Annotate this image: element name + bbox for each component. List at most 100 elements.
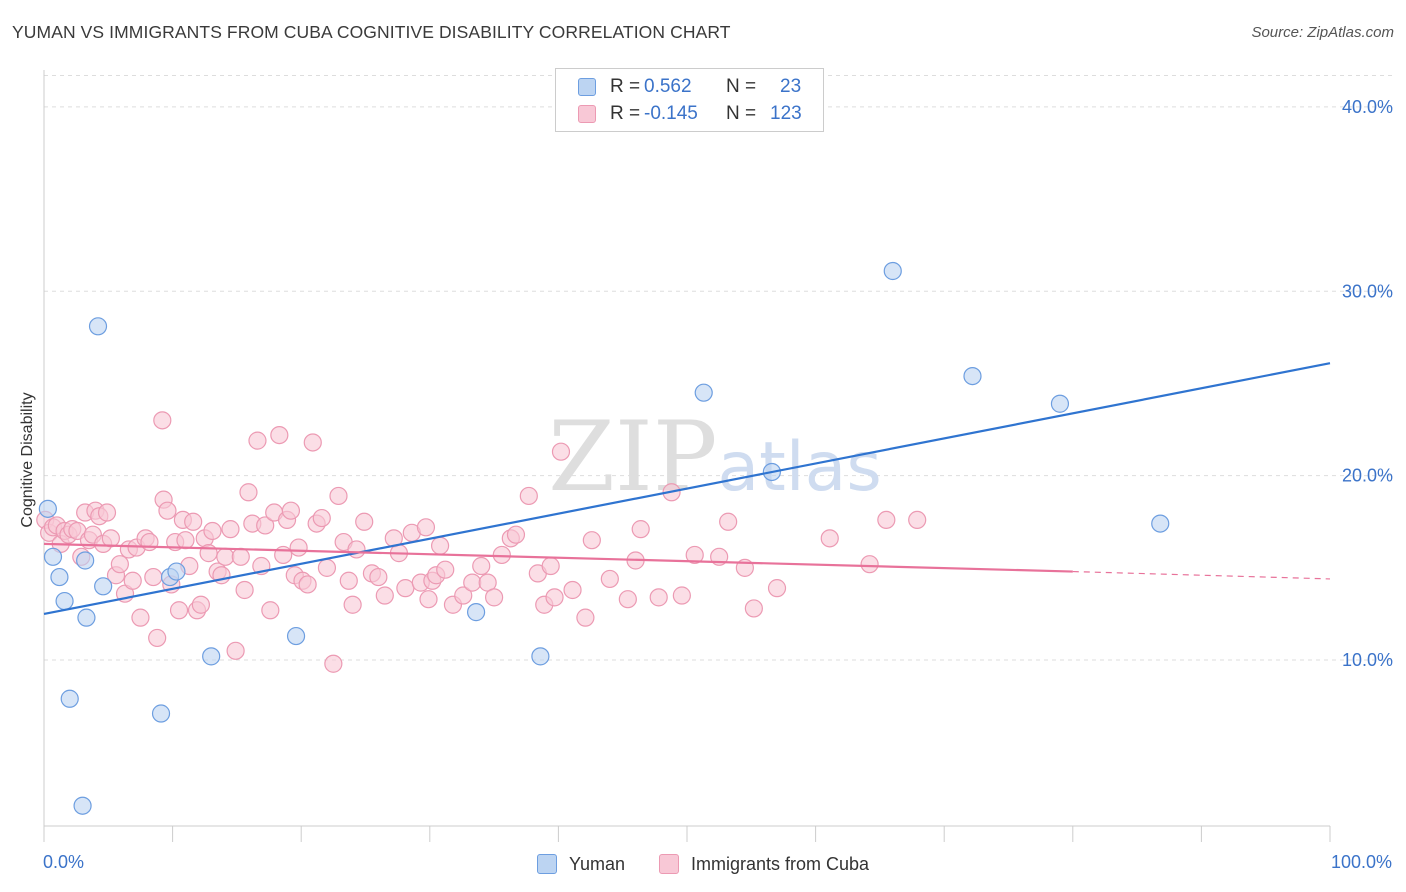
yuman-point <box>167 562 186 581</box>
cuba-point <box>396 579 415 598</box>
y-tick-labels: 10.0% 20.0% 30.0% 40.0% <box>1342 97 1393 670</box>
cuba-point <box>472 556 491 576</box>
stats-row-yuman: R = 0.562 N = 23 <box>578 74 801 100</box>
cuba-point <box>519 486 538 506</box>
cuba-point <box>123 571 142 590</box>
n-value: 123 <box>770 103 802 124</box>
cuba-point <box>877 510 896 530</box>
y-axis-label: Cognitive Disability <box>19 392 36 528</box>
series-yuman <box>38 261 1170 815</box>
yuman-point <box>531 647 550 666</box>
cuba-point <box>463 573 482 592</box>
cuba-trend-line <box>43 542 1073 573</box>
cuba-point <box>860 555 879 574</box>
cuba-point <box>248 431 267 450</box>
yuman-point <box>1151 514 1170 533</box>
cuba-point <box>485 588 504 607</box>
cuba-point <box>419 590 438 609</box>
cuba-point <box>298 575 317 594</box>
legend-label-cuba: Immigrants from Cuba <box>690 853 870 874</box>
yuman-point <box>1050 394 1070 413</box>
cuba-point <box>231 547 250 566</box>
legend: Yuman Immigrants from Cuba <box>0 850 1406 878</box>
yuman-point <box>76 551 95 570</box>
cuba-point <box>148 628 167 648</box>
yuman-point <box>77 608 96 627</box>
cuba-point <box>436 560 455 579</box>
cuba-point <box>719 512 738 531</box>
x-axis-min-label: 0.0% <box>43 852 85 872</box>
cuba-point <box>270 425 289 445</box>
cuba-point <box>631 520 650 539</box>
r-value: 0.562 <box>644 76 692 97</box>
cuba-point <box>184 512 203 531</box>
watermark: ZIPatlas <box>548 401 882 513</box>
cuba-point <box>685 545 704 565</box>
legend-label-yuman: Yuman <box>568 853 625 874</box>
cuba-point <box>649 588 668 607</box>
stats-swatch-cuba <box>578 105 596 123</box>
stats-box: R = 0.562 N = 23 R = -0.145 N = 123 <box>555 68 824 132</box>
cuba-point <box>369 567 388 587</box>
cuba-point <box>545 588 564 607</box>
cuba-point <box>576 608 595 627</box>
cuba-point <box>235 580 254 600</box>
yuman-point <box>60 689 79 708</box>
cuba-point <box>140 532 159 552</box>
cuba-point <box>256 516 275 535</box>
cuba-point <box>289 538 308 557</box>
cuba-point <box>239 483 258 502</box>
cuba-point <box>317 558 337 577</box>
n-label: N = <box>726 76 757 97</box>
yuman-point <box>38 499 57 518</box>
source-label: Source: ZipAtlas.com <box>1251 24 1394 41</box>
cuba-point <box>216 547 235 566</box>
legend-item-cuba: Immigrants from Cuba <box>658 850 870 878</box>
yuman-point <box>963 366 982 386</box>
cuba-point <box>600 569 619 589</box>
stats-swatch-yuman <box>578 78 596 96</box>
yuman-point <box>202 647 221 666</box>
cuba-point <box>153 411 172 430</box>
cuba-point <box>203 521 222 541</box>
legend-swatch-cuba <box>658 854 679 874</box>
cuba-point <box>312 508 331 528</box>
cuba-point <box>430 536 450 555</box>
cuba-point <box>454 586 473 605</box>
trend-lines <box>43 362 1331 616</box>
chart-title: YUMAN VS IMMIGRANTS FROM CUBA COGNITIVE … <box>12 22 731 42</box>
yuman-trend-line <box>43 362 1331 616</box>
cuba-point <box>274 545 293 565</box>
cuba-point <box>176 531 195 550</box>
cuba-point <box>767 579 787 598</box>
yuman-point <box>694 383 713 402</box>
legend-swatch-yuman <box>536 854 557 874</box>
yuman-point <box>50 567 69 587</box>
cuba-point <box>551 442 571 461</box>
cuba-point <box>506 525 526 544</box>
cuba-point <box>618 590 637 609</box>
y-tick-label: 40.0% <box>1342 97 1393 117</box>
cuba-point <box>672 586 691 605</box>
cuba-point <box>261 601 280 620</box>
cuba-point <box>339 571 358 590</box>
yuman-point <box>466 603 486 622</box>
cuba-point <box>355 512 374 531</box>
yuman-point <box>43 547 63 566</box>
cuba-point <box>101 529 120 548</box>
cuba-point <box>541 556 560 576</box>
cuba-point <box>347 540 366 559</box>
cuba-point <box>744 599 763 618</box>
cuba-point <box>97 503 117 522</box>
stats-row-cuba: R = -0.145 N = 123 <box>578 101 802 127</box>
cuba-point <box>144 567 163 587</box>
cuba-point <box>416 518 436 537</box>
cuba-point <box>343 595 362 614</box>
cuba-trend-extension <box>1072 570 1331 580</box>
y-tick-label: 10.0% <box>1342 650 1393 670</box>
cuba-point <box>820 529 839 548</box>
axes <box>43 70 1331 842</box>
n-value: 23 <box>780 76 802 97</box>
cuba-point <box>303 433 322 452</box>
